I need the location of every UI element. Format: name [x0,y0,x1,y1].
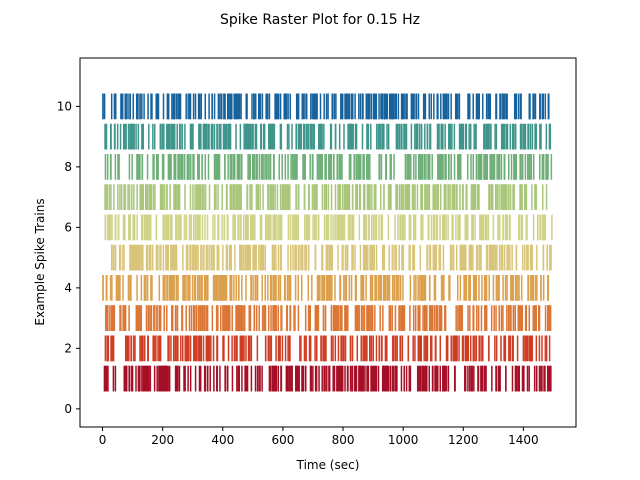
spike-train [102,93,550,120]
spike-train [104,184,548,210]
y-tick-label: 0 [64,402,72,416]
y-tick-label: 8 [64,160,72,174]
x-tick-label: 1200 [448,433,479,447]
x-tick-label: 600 [271,433,294,447]
y-axis-ticks: 0 2 4 6 8 10 [57,99,80,416]
chart-title: Spike Raster Plot for 0.15 Hz [220,12,420,28]
x-tick-label: 1400 [508,433,539,447]
x-axis-ticks: 0 200 400 600 800 1000 1200 1400 [99,427,539,447]
spike-train [102,275,550,301]
spike-train [104,123,552,150]
x-tick-label: 400 [211,433,234,447]
x-tick-label: 200 [151,433,174,447]
x-axis-title: Time (sec) [296,458,360,472]
spike-train [104,154,553,180]
spike-train [110,244,552,271]
y-tick-label: 4 [64,281,72,295]
y-tick-label: 6 [64,220,72,234]
x-tick-label: 1000 [388,433,419,447]
spike-trains [102,93,553,392]
y-axis-title: Example Spike Trains [33,198,47,325]
x-tick-label: 800 [332,433,355,447]
spike-train [104,335,551,362]
y-tick-label: 2 [64,341,72,355]
y-tick-label: 10 [57,99,72,113]
spike-train [103,365,552,392]
spike-train [104,214,553,241]
spike-train [105,305,552,331]
x-tick-label: 0 [99,433,107,447]
plot-frame [79,57,577,428]
